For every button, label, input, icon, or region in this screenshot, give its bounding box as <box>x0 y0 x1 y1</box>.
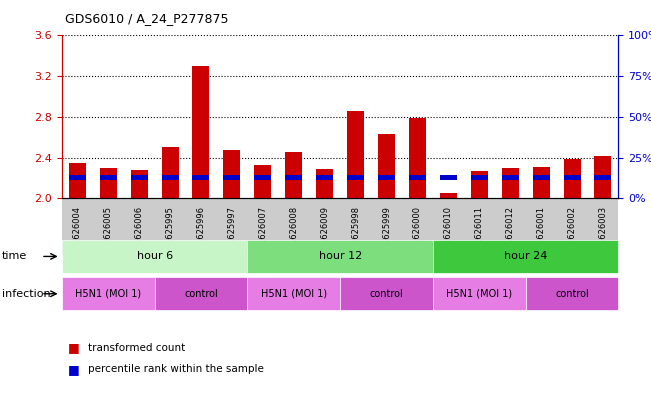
Text: control: control <box>370 289 404 299</box>
Bar <box>533 175 549 180</box>
Bar <box>285 175 302 180</box>
Text: hour 6: hour 6 <box>137 252 173 261</box>
Bar <box>378 175 395 180</box>
Bar <box>564 175 581 180</box>
Text: hour 12: hour 12 <box>318 252 362 261</box>
Bar <box>502 168 519 198</box>
Bar <box>502 175 519 180</box>
Text: percentile rank within the sample: percentile rank within the sample <box>88 364 264 375</box>
Bar <box>440 175 457 180</box>
Text: control: control <box>555 289 589 299</box>
Bar <box>69 175 86 180</box>
Text: H5N1 (MOI 1): H5N1 (MOI 1) <box>446 289 512 299</box>
Bar <box>316 175 333 180</box>
Bar <box>564 159 581 198</box>
Bar <box>161 147 178 198</box>
Text: GDS6010 / A_24_P277875: GDS6010 / A_24_P277875 <box>65 12 229 25</box>
Bar <box>409 118 426 198</box>
Bar <box>255 175 271 180</box>
Text: H5N1 (MOI 1): H5N1 (MOI 1) <box>75 289 141 299</box>
Bar <box>347 175 364 180</box>
Bar <box>347 111 364 198</box>
Bar <box>161 175 178 180</box>
Text: time: time <box>2 252 27 261</box>
Bar <box>316 169 333 198</box>
Text: ■: ■ <box>68 341 80 354</box>
Bar <box>69 163 86 198</box>
Bar <box>100 168 117 198</box>
Bar <box>223 149 240 198</box>
Bar <box>131 175 148 180</box>
Text: control: control <box>184 289 218 299</box>
Bar <box>471 171 488 198</box>
Text: ■: ■ <box>68 363 80 376</box>
Bar <box>471 175 488 180</box>
Bar <box>594 175 611 180</box>
Bar <box>285 152 302 198</box>
Bar <box>131 170 148 198</box>
Text: hour 24: hour 24 <box>504 252 547 261</box>
Bar <box>255 165 271 198</box>
Bar <box>594 156 611 198</box>
Bar <box>378 134 395 198</box>
Text: H5N1 (MOI 1): H5N1 (MOI 1) <box>260 289 327 299</box>
Bar <box>223 175 240 180</box>
Text: transformed count: transformed count <box>88 343 185 353</box>
Bar <box>193 66 210 198</box>
Bar <box>440 193 457 198</box>
Bar <box>193 175 210 180</box>
Bar <box>409 175 426 180</box>
Bar <box>533 167 549 198</box>
Text: infection: infection <box>2 289 51 299</box>
Bar <box>100 175 117 180</box>
